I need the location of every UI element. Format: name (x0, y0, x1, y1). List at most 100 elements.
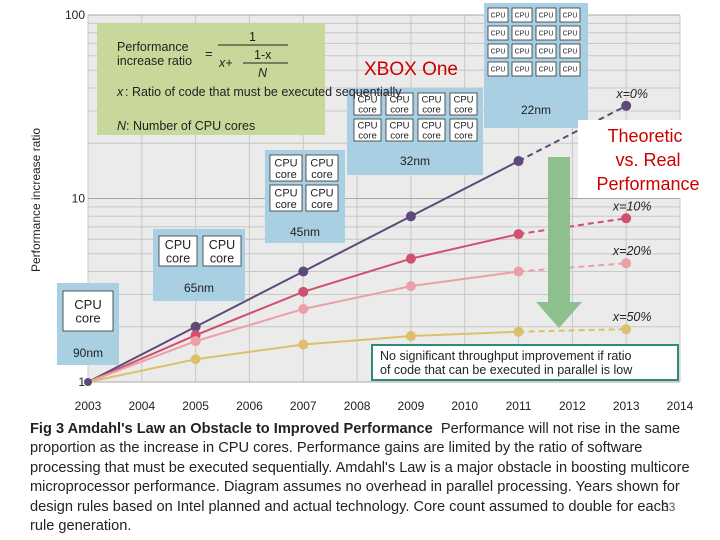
cpu-core-label: core (166, 251, 190, 265)
cpu-core-label: core (275, 169, 296, 181)
cpu-core-label: CPU (357, 95, 377, 106)
cpu-core-label: CPU (274, 157, 297, 169)
cpu-core-cell (202, 235, 242, 267)
y-tick-label: 10 (72, 192, 86, 206)
cpu-core-label: core (390, 131, 408, 142)
cpu-core-label: CPU (310, 187, 333, 199)
down-arrow-icon (536, 157, 582, 328)
cpu-core-label: CPU (165, 238, 191, 252)
formula-x-plus: x+ (218, 56, 233, 70)
cpu-core-label: CPU (421, 95, 441, 106)
cpu-core-cell (487, 43, 509, 59)
data-point (621, 213, 632, 224)
x-tick-label: 2003 (75, 399, 102, 413)
y-tick-label: 1 (78, 375, 85, 389)
cpu-core-label: CPU (563, 30, 578, 37)
figure-caption-title: Fig 3 Amdahl's Law an Obstacle to Improv… (30, 421, 433, 437)
page-number: 33 (662, 500, 676, 514)
core-box-22nm: CPU CPU CPU CPU CPU CPU CPU CPU CPU CPU CPU CPU CPU C… (484, 3, 588, 128)
cpu-core-label: CPU (357, 121, 377, 132)
data-point (190, 321, 201, 332)
cpu-core-label: core (358, 131, 376, 142)
data-point (190, 354, 201, 365)
annotation-line2: of code that can be executed in parallel… (380, 363, 633, 377)
x-tick-label: 2011 (506, 399, 532, 413)
theoretic-line3: Performance (596, 174, 699, 194)
amdahl-chart: x=0%x=10%x=20%x=50% CPUcore90nmCPUcoreCP… (29, 3, 718, 413)
cpu-core-label: core (210, 251, 234, 265)
x-tick-label: 2006 (236, 399, 263, 413)
formula-box: Performance increase ratio = 1 1-x x+ N … (97, 23, 402, 135)
figure-caption-body: Performance will not rise in the same pr… (30, 421, 690, 535)
data-point (405, 253, 416, 264)
cpu-core-label: CPU (515, 48, 530, 55)
cpu-core-cell (511, 43, 533, 59)
x-tick-label: 2008 (344, 399, 371, 413)
data-point (84, 378, 92, 386)
x-tick-label: 2013 (613, 399, 640, 413)
cpu-core-cell (417, 92, 446, 116)
series-line-dashed-2 (518, 262, 627, 273)
cpu-core-cell (511, 61, 533, 77)
series-label: x=0% (615, 87, 648, 101)
cpu-core-cell (487, 61, 509, 77)
data-point (513, 156, 524, 167)
cpu-core-label: CPU (310, 157, 333, 169)
formula-def-n-sym: N (117, 119, 127, 133)
cpu-core-label: core (75, 311, 100, 326)
cpu-core-label: CPU (491, 48, 506, 55)
xbox-label: XBOX One (364, 59, 458, 80)
cpu-core-cell (559, 7, 581, 23)
y-tick-label: 100 (65, 8, 85, 22)
data-point (190, 336, 201, 347)
cpu-core-cell (305, 154, 339, 182)
cpu-core-label: core (311, 169, 332, 181)
data-point (513, 266, 524, 277)
cpu-core-cell (353, 118, 382, 142)
cpu-core-label: CPU (491, 66, 506, 73)
theoretic-line2: vs. Real (615, 150, 680, 170)
cpu-core-label: CPU (209, 238, 235, 252)
theoretic-line1: Theoretic (607, 126, 682, 146)
theoretic-label: Theoretic vs. Real Performance (578, 120, 718, 198)
annotation-line1: No significant throughput improvement if… (380, 349, 632, 363)
cpu-core-label: CPU (563, 12, 578, 19)
cpu-core-label: core (454, 105, 472, 116)
cpu-core-cell (511, 25, 533, 41)
core-box-32nm: CPUcoreCPUcoreCPUcoreCPUcoreCPUcoreCPUco… (347, 88, 483, 175)
data-point (513, 326, 524, 337)
cpu-core-label: core (311, 199, 332, 211)
cpu-core-cell (449, 92, 478, 116)
x-tick-label: 2014 (667, 399, 694, 413)
formula-equals: = (205, 46, 213, 61)
process-node-label: 90nm (73, 346, 103, 360)
process-node-label: 32nm (400, 154, 430, 168)
cpu-core-label: CPU (453, 95, 473, 106)
cpu-core-cell (559, 43, 581, 59)
cpu-core-label: core (275, 199, 296, 211)
cpu-core-label: core (422, 131, 440, 142)
cpu-core-label: CPU (539, 48, 554, 55)
cpu-core-cell (269, 184, 303, 212)
formula-def-x-sym: x (116, 85, 124, 99)
x-tick-label: 2012 (559, 399, 586, 413)
x-tick-label: 2010 (451, 399, 478, 413)
x-tick-label: 2004 (128, 399, 155, 413)
cpu-core-cell (535, 7, 557, 23)
data-point (621, 258, 632, 269)
cpu-core-label: CPU (421, 121, 441, 132)
cpu-core-cell (511, 7, 533, 23)
cpu-core-cell (449, 118, 478, 142)
formula-def-n: : Number of CPU cores (126, 119, 255, 133)
x-tick-label: 2005 (182, 399, 209, 413)
data-point (298, 286, 309, 297)
series-label: x=10% (612, 199, 652, 213)
cpu-core-label: CPU (539, 66, 554, 73)
process-node-label: 45nm (290, 225, 320, 239)
data-point (298, 339, 309, 350)
cpu-core-cell (158, 235, 198, 267)
cpu-core-cell (385, 118, 414, 142)
